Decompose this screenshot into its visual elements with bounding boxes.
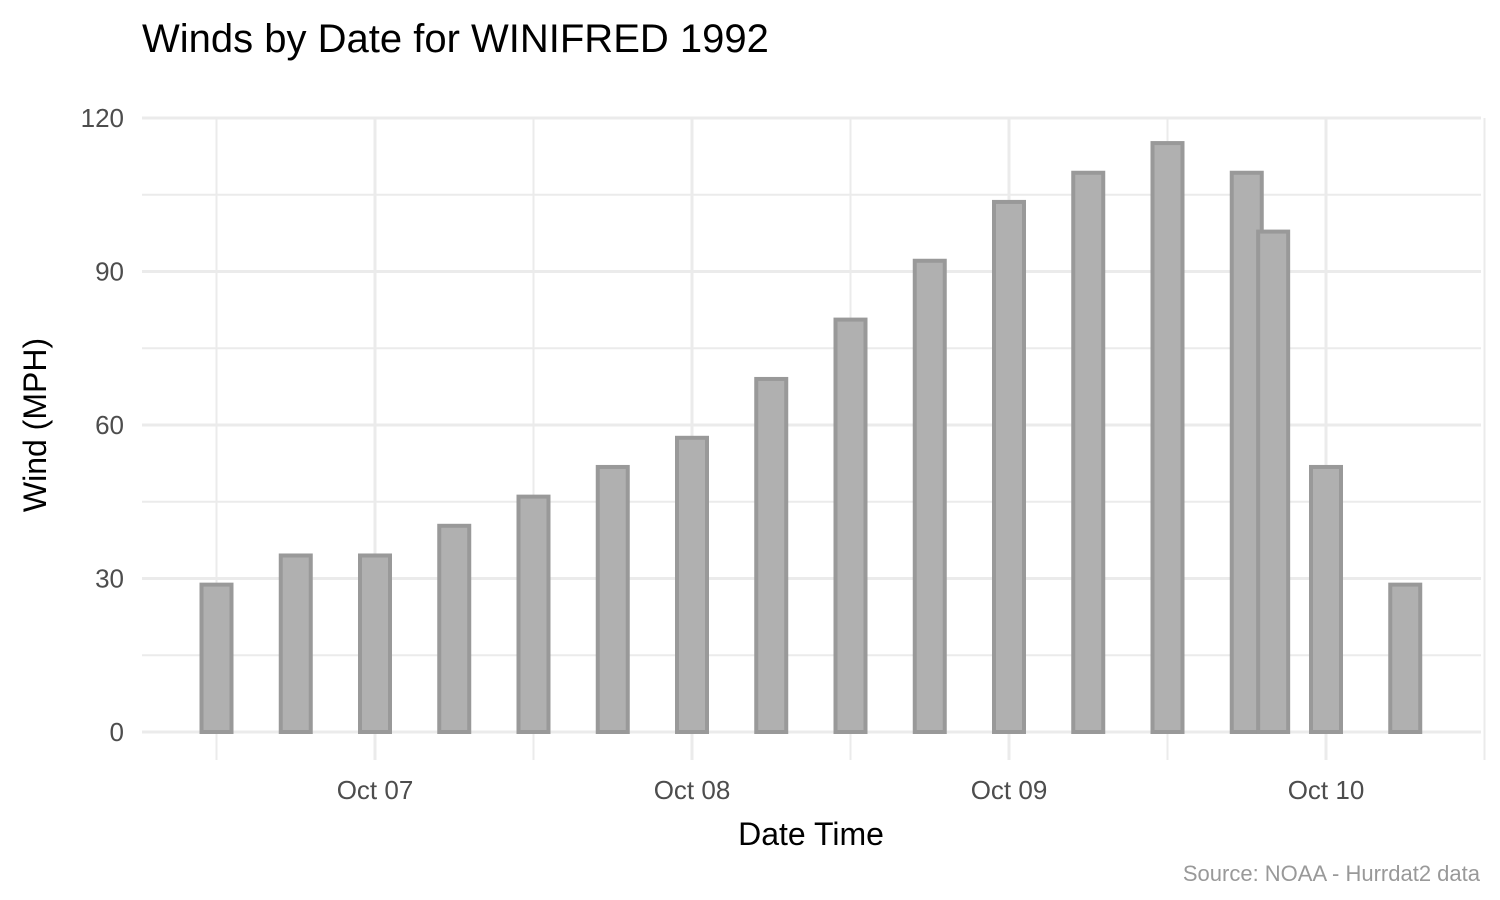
bar	[992, 199, 1026, 734]
y-tick-label: 0	[110, 717, 124, 747]
bar	[358, 553, 392, 734]
y-tick-label: 120	[81, 103, 124, 133]
y-tick-label: 90	[95, 257, 124, 287]
bar	[754, 376, 789, 734]
x-tick-label: Oct 10	[1288, 775, 1365, 805]
y-axis-title: Wind (MPH)	[17, 338, 53, 512]
bar	[437, 523, 472, 734]
x-tick-label: Oct 07	[337, 775, 414, 805]
chart-title: Winds by Date for WINIFRED 1992	[142, 17, 769, 61]
bar	[1309, 464, 1343, 734]
x-tick-labels: Oct 07 Oct 08 Oct 09 Oct 10	[337, 775, 1365, 805]
bar	[1256, 229, 1291, 734]
bar	[595, 464, 630, 734]
bar	[516, 494, 551, 734]
bar	[278, 553, 313, 734]
y-tick-label: 30	[95, 564, 124, 594]
bar	[675, 435, 709, 734]
x-axis-title: Date Time	[738, 816, 884, 852]
x-tick-label: Oct 08	[654, 775, 731, 805]
y-tick-label: 60	[95, 410, 124, 440]
bar	[1071, 170, 1106, 734]
bar	[199, 582, 234, 735]
x-tick-label: Oct 09	[971, 775, 1048, 805]
bar	[833, 317, 868, 734]
y-tick-labels: 0 30 60 90 120	[81, 103, 124, 747]
bars	[199, 141, 1423, 735]
bar	[1150, 141, 1185, 735]
bar	[1388, 582, 1423, 735]
bar	[912, 258, 947, 734]
chart-caption: Source: NOAA - Hurrdat2 data	[1183, 861, 1481, 886]
